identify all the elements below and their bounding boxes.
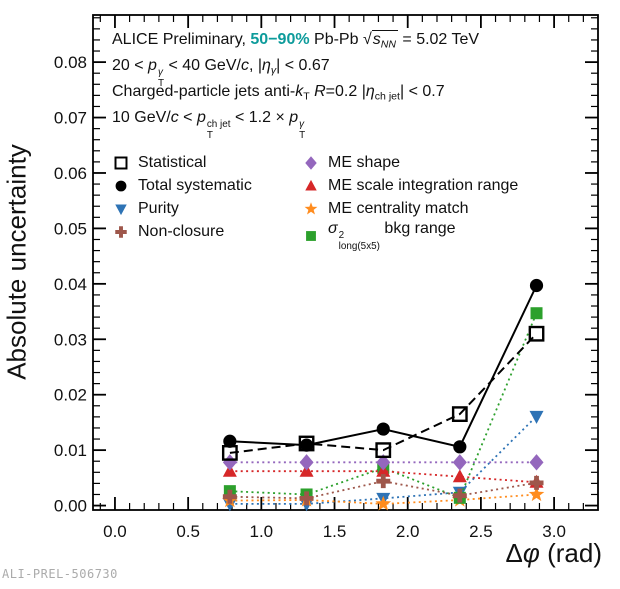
- legend-item-label: Total systematic: [138, 176, 252, 194]
- svg-text:1.5: 1.5: [323, 522, 347, 541]
- series-line-statistical: [229, 333, 538, 454]
- data-point-statistical: [375, 442, 392, 459]
- series-statistical: [221, 325, 545, 461]
- data-point-statistical: [221, 445, 238, 461]
- series-line-purity: [229, 415, 538, 505]
- legend-item-me-scale-integration-range: ME scale integration range: [302, 174, 518, 197]
- legend-item-label: ME centrality match: [328, 199, 469, 217]
- legend-marker-shape: [115, 180, 127, 191]
- data-point-me-shape: [452, 454, 467, 471]
- data-point-total-systematic: [376, 422, 390, 436]
- data-point-total-systematic: [299, 438, 314, 452]
- legend-marker-shape: [114, 156, 128, 169]
- legend-marker-shape: [115, 203, 127, 215]
- series-me-shape: [222, 454, 544, 471]
- legend-marker-square-icon: [306, 231, 316, 242]
- series-total-systematic: [223, 278, 544, 454]
- data-point-purity: [529, 410, 544, 424]
- svg-text:0.03: 0.03: [54, 330, 87, 349]
- svg-text:0.07: 0.07: [54, 109, 87, 128]
- legend-item-label: σ 2 long(5x5) bkg range: [328, 220, 456, 252]
- legend-item-label: Purity: [138, 199, 179, 217]
- data-point-total-systematic: [453, 440, 467, 454]
- svg-text:0.5: 0.5: [176, 522, 200, 541]
- svg-text:0.06: 0.06: [54, 164, 87, 183]
- data-point-me-centrality-match: [375, 495, 392, 511]
- svg-text:0.0: 0.0: [103, 522, 127, 541]
- watermark: ALI-PREL-506730: [2, 567, 118, 581]
- legend-item-label: ME scale integration range: [328, 176, 519, 194]
- x-tick-labels: 0.0 0.5 1.0 1.5 2.0 2.5 3.0: [103, 522, 566, 541]
- data-point-me-centrality-match: [528, 486, 545, 502]
- data-point-total-systematic: [529, 278, 544, 293]
- legend-marker-shape: [305, 179, 317, 191]
- series-line-me-scale-integration-range: [229, 470, 537, 484]
- legend-item-label: Non-closure: [138, 222, 225, 240]
- legend-item-label: Statistical: [138, 153, 207, 171]
- legend-item-sigma-long-bkg-range: σ 2 long(5x5) bkg range: [302, 220, 518, 252]
- legend-marker-shape: [304, 201, 318, 214]
- legend-marker-triangle-up-icon: [305, 179, 317, 191]
- svg-text:0.08: 0.08: [54, 53, 87, 72]
- data-point-non-closure: [222, 489, 237, 504]
- svg-text:0.02: 0.02: [54, 386, 87, 405]
- data-point-me-shape: [529, 454, 544, 471]
- data-point-statistical: [528, 325, 545, 342]
- legend-marker-diamond-icon: [305, 155, 317, 170]
- legend-marker-square-open-icon: [114, 156, 128, 169]
- data-point-me-scale-integration-range: [452, 469, 467, 483]
- legend-item-statistical: Statistical: [112, 151, 252, 174]
- svg-text:0.04: 0.04: [54, 275, 87, 294]
- legend-item-purity: Purity: [112, 197, 252, 220]
- plot-frame: [92, 14, 599, 511]
- data-point-non-closure: [452, 488, 467, 503]
- svg-text:2.5: 2.5: [469, 522, 493, 541]
- header-line-3: Charged-particle jets anti-kT R=0.2 |ηch…: [112, 83, 445, 103]
- legend-marker-shape: [115, 225, 127, 238]
- svg-text:1.0: 1.0: [250, 522, 274, 541]
- legend-column-1: Statistical Total systematic Purity Non-clo…: [112, 151, 252, 243]
- data-point-non-closure: [529, 475, 544, 490]
- axis-ticks: [93, 15, 598, 510]
- data-point-me-shape: [376, 454, 391, 471]
- legend-column-2: ME shape ME scale integration range ME cen…: [302, 151, 518, 252]
- legend-marker-shape: [306, 231, 316, 242]
- series-line-me-centrality-match: [229, 493, 537, 505]
- legend-item-total-systematic: Total systematic: [112, 174, 252, 197]
- legend-item-me-shape: ME shape: [302, 151, 518, 174]
- data-point-statistical: [451, 406, 468, 423]
- x-axis-title: Δφ (rad): [505, 538, 602, 568]
- data-point-non-closure: [299, 491, 314, 506]
- legend-marker-circle-icon: [115, 180, 127, 191]
- svg-text:0.00: 0.00: [54, 497, 87, 516]
- header-block: ALICE Preliminary, 50−90% Pb-Pb √sNN = 5…: [112, 27, 480, 141]
- svg-text:3.0: 3.0: [542, 522, 566, 541]
- legend-item-me-centrality-match: ME centrality match: [302, 197, 518, 220]
- legend-marker-shape: [305, 155, 317, 170]
- svg-text:0.05: 0.05: [54, 219, 87, 238]
- data-point-purity: [222, 498, 237, 512]
- legend-marker-triangle-down-icon: [115, 203, 127, 215]
- y-tick-labels: 0.00 0.01 0.02 0.03 0.04 0.05 0.06 0.07 0.08: [54, 53, 87, 515]
- data-point-me-shape: [222, 454, 237, 471]
- svg-text:2.0: 2.0: [396, 522, 420, 541]
- legend-item-label: ME shape: [328, 153, 401, 171]
- data-point-total-systematic: [223, 434, 237, 448]
- data-point-me-shape: [299, 454, 314, 471]
- y-axis-title: Absolute uncertainty: [1, 144, 32, 380]
- header-line-1: ALICE Preliminary, 50−90% Pb-Pb √sNN = 5…: [112, 30, 480, 51]
- svg-text:0.01: 0.01: [54, 441, 87, 460]
- data-point-non-closure: [376, 474, 391, 489]
- legend-item-non-closure: Non-closure: [112, 220, 252, 243]
- legend-marker-cross-icon: [115, 225, 127, 238]
- legend-marker-star-icon: [304, 201, 318, 214]
- series-non-closure: [222, 474, 544, 506]
- data-point-sigma-long-bkg-range: [530, 307, 543, 320]
- data-point-statistical: [298, 435, 315, 452]
